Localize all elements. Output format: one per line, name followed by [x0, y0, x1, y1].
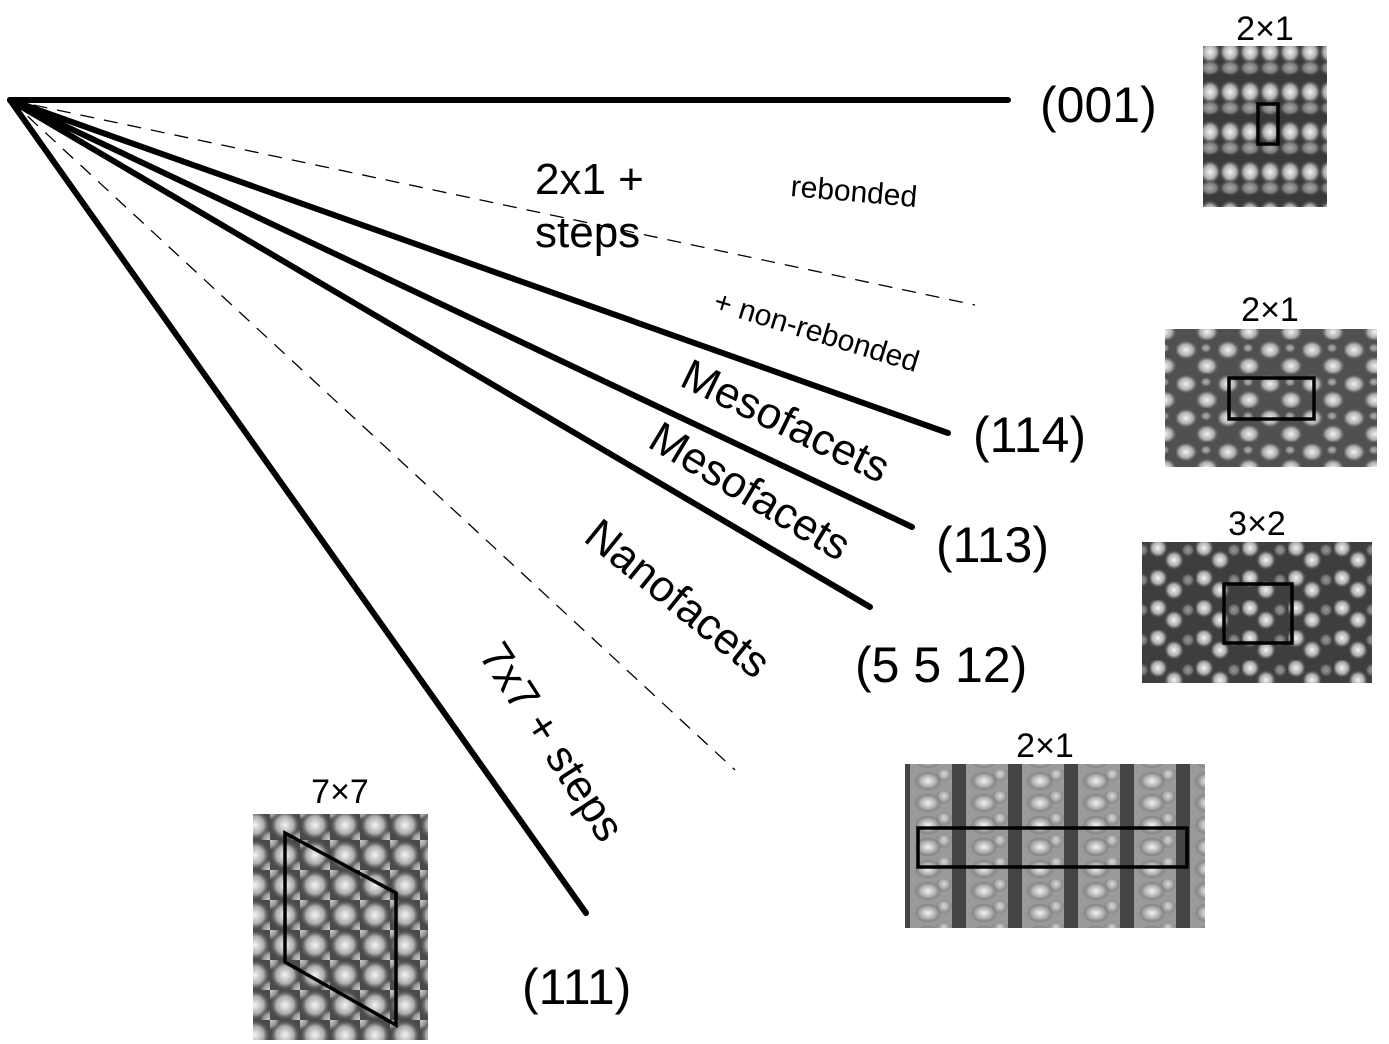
region-label: + non-rebonded — [710, 285, 923, 379]
region-label: 7x7 + steps — [470, 634, 634, 850]
diagram: (001) (114) (113) (5 5 12) (111) 2x1 + s… — [0, 0, 1389, 1044]
stm-image — [905, 764, 1205, 928]
stm-image — [253, 814, 428, 1040]
reconstruction-label: 2×1 — [1241, 291, 1299, 329]
reconstruction-label: 3×2 — [1228, 505, 1286, 543]
surface-label: (113) — [936, 517, 1049, 573]
reconstruction-label: 2×1 — [1236, 10, 1294, 48]
region-label: steps — [535, 208, 640, 257]
lines — [10, 100, 1008, 913]
stm-image-114: 2×1 — [1165, 291, 1377, 467]
reconstruction-label: 7×7 — [311, 773, 369, 811]
line-114 — [10, 100, 948, 433]
region-label: rebonded — [789, 170, 918, 214]
surface-label: (001) — [1040, 77, 1157, 133]
stm-image-001: 2×1 — [1203, 10, 1327, 207]
surface-label: (5 5 12) — [855, 637, 1027, 693]
stm-image-111: 7×7 — [253, 773, 428, 1040]
stm-image-5512: 2×1 — [905, 727, 1205, 928]
surface-label: (111) — [522, 959, 631, 1015]
reconstruction-label: 2×1 — [1016, 727, 1074, 765]
stm-image-113: 3×2 — [1142, 505, 1372, 683]
line-111 — [10, 100, 586, 913]
region-label: 2x1 + — [535, 155, 644, 204]
stm-image — [1165, 329, 1377, 467]
stm-image — [1203, 46, 1327, 207]
line-5512 — [10, 100, 870, 607]
surface-label: (114) — [973, 407, 1086, 463]
stm-image — [1142, 542, 1372, 683]
